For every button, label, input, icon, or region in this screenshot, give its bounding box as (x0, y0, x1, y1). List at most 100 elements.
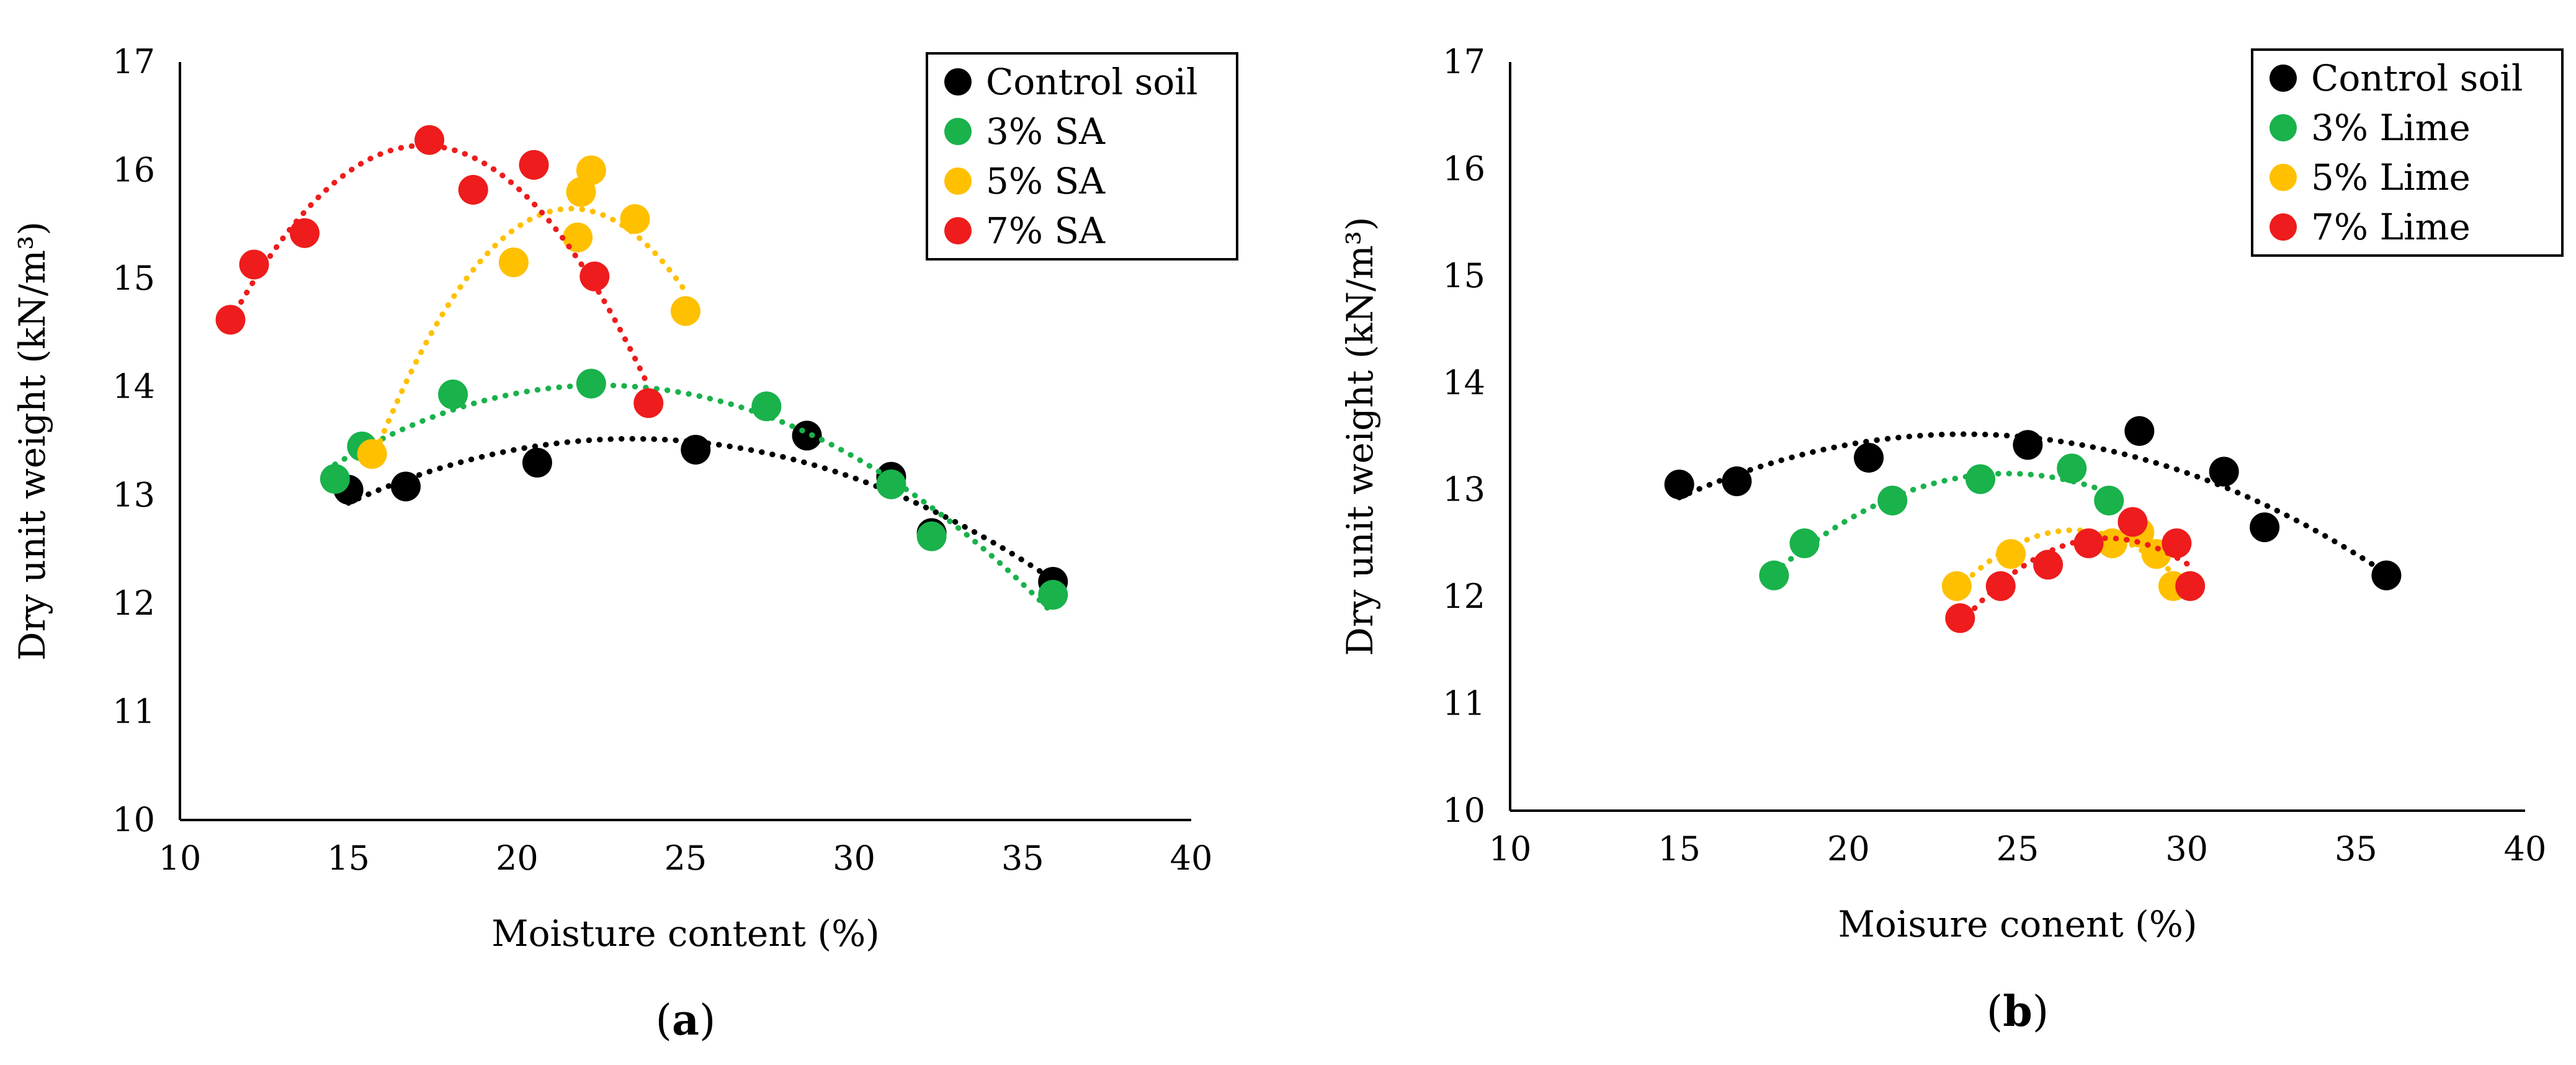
panel-caption: (b) (1987, 987, 2049, 1036)
data-point (498, 247, 529, 277)
data-point (620, 204, 650, 234)
y-axis-title: Dry unit weight (kN/m³) (11, 221, 53, 661)
x-tick-label: 10 (1489, 829, 1532, 868)
data-point (1722, 466, 1752, 496)
legend-label: Control soil (986, 61, 1197, 103)
legend-label: 7% SA (986, 210, 1106, 252)
series-7-sa (215, 125, 664, 418)
legend-label: 5% SA (986, 160, 1106, 202)
data-point (215, 305, 246, 335)
data-point (1789, 528, 1820, 558)
data-point (239, 249, 269, 280)
x-tick-label: 35 (1001, 839, 1044, 878)
data-point (792, 421, 822, 451)
data-point (2209, 457, 2239, 487)
trendline-3-sa (332, 382, 1056, 617)
legend-label: 5% Lime (2311, 156, 2471, 198)
data-point (2250, 512, 2280, 543)
data-point (751, 391, 782, 422)
trendline-3-lime (1771, 471, 2112, 576)
x-tick-label: 25 (1997, 829, 2039, 868)
y-tick-label: 17 (112, 42, 155, 81)
data-point (290, 218, 320, 248)
data-point (357, 439, 387, 469)
data-point (2124, 416, 2155, 446)
data-point (2162, 528, 2192, 558)
data-point (671, 296, 700, 326)
data-point (1664, 470, 1694, 500)
y-tick-label: 12 (112, 584, 155, 623)
legend: Control soil 3% SA 5% SA 7% SA (926, 52, 1238, 261)
legend-label: Control soil (2311, 57, 2523, 99)
data-point (2013, 430, 2043, 460)
data-point (916, 521, 947, 551)
series-3-sa (320, 368, 1068, 617)
data-point (1877, 485, 1908, 515)
data-point (2371, 560, 2402, 590)
chart-panel-a: 10 11 12 13 14 15 16 17 10 15 20 25 30 35 40 Moisture c… (11, 42, 1238, 1045)
data-point (2118, 507, 2148, 537)
x-tick-label: 30 (2165, 829, 2208, 868)
legend-marker (2270, 114, 2297, 141)
data-point (522, 447, 552, 478)
y-tick-label: 13 (1442, 470, 1485, 509)
y-tick-label: 10 (1442, 791, 1485, 830)
y-tick-label: 15 (1442, 256, 1485, 295)
data-point (2094, 485, 2124, 515)
data-point (2175, 571, 2206, 601)
y-tick-label: 16 (1442, 149, 1485, 188)
trendline-control-soil (1676, 431, 2389, 576)
legend-marker (944, 217, 972, 244)
data-point (391, 471, 421, 502)
data-point (1038, 579, 1068, 610)
data-point (1854, 442, 1884, 473)
data-point (2057, 453, 2087, 484)
data-point (458, 174, 488, 205)
x-axis-title: Moisure conent (%) (1838, 903, 2197, 945)
data-point (1985, 571, 2016, 601)
x-tick-label: 40 (1170, 839, 1213, 878)
data-point (579, 261, 610, 292)
data-point (1996, 539, 2026, 569)
y-tick-label: 11 (1442, 684, 1485, 723)
data-point (576, 155, 606, 185)
legend-marker (944, 68, 972, 96)
x-tick-label: 40 (2504, 829, 2547, 868)
data-point (1945, 603, 1975, 633)
data-point (438, 379, 468, 409)
data-point (1966, 464, 1996, 494)
legend-marker (944, 167, 972, 195)
y-tick-label: 16 (112, 151, 155, 190)
x-tick-label: 35 (2335, 829, 2377, 868)
y-tick-label: 14 (112, 367, 155, 406)
panel-caption: (a) (655, 996, 715, 1045)
y-tick-label: 14 (1442, 363, 1485, 402)
legend-box (926, 52, 1238, 261)
data-point (633, 388, 664, 418)
x-tick-label: 30 (833, 839, 875, 878)
y-tick-label: 11 (112, 692, 155, 731)
series-3-lime (1759, 453, 2124, 590)
trendline-5-sa (369, 205, 689, 464)
legend-label: 7% Lime (2311, 206, 2471, 248)
legend-marker (2270, 213, 2297, 241)
y-axis-title: Dry unit weight (kN/m³) (1339, 216, 1381, 656)
x-tick-label: 25 (664, 839, 707, 878)
legend-marker (2270, 65, 2297, 92)
x-tick-label: 15 (1658, 829, 1701, 868)
data-point (1941, 571, 1972, 601)
chart-panel-b: 10 11 12 13 14 15 16 17 10 15 20 25 30 35 40 Moisure co… (1339, 42, 2564, 1036)
legend-box (2251, 48, 2564, 257)
series-5-lime (1941, 517, 2188, 601)
data-point (876, 469, 906, 499)
x-tick-label: 20 (496, 839, 539, 878)
data-point (519, 149, 549, 180)
data-point (2073, 528, 2104, 558)
x-axis-title: Moisture content (%) (491, 912, 880, 955)
y-tick-label: 10 (112, 800, 155, 839)
x-tick-label: 10 (159, 839, 202, 878)
data-point (681, 434, 711, 465)
series-5-sa (357, 155, 700, 469)
data-point (1759, 560, 1789, 590)
y-tick-label: 13 (112, 475, 155, 514)
